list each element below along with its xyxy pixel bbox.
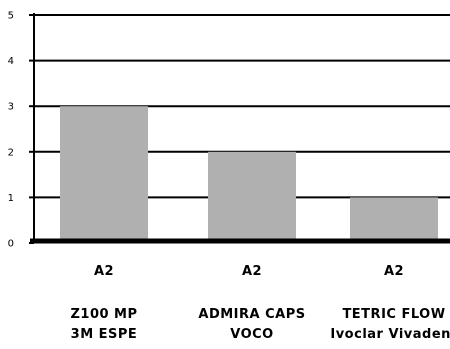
y-tick-label: 1	[8, 193, 14, 204]
y-tick-labels: 0 1 2 3 4 5	[8, 11, 34, 250]
category-maker-label: Ivoclar Vivadent	[330, 327, 450, 342]
category-shade-label: A2	[242, 264, 262, 279]
category-labels: A2 Z100 MP 3M ESPE A2 ADMIRA CAPS VOCO A2 TETRI…	[70, 264, 450, 342]
bar	[350, 197, 438, 243]
y-tick-label: 4	[8, 56, 14, 67]
y-tick-label: 5	[8, 11, 14, 22]
category-product-label: ADMIRA CAPS	[198, 307, 305, 322]
category-shade-label: A2	[94, 264, 114, 279]
category-product-label: Z100 MP	[70, 307, 137, 322]
category-product-label: TETRIC FLOW	[342, 307, 445, 322]
y-tick-label: 0	[8, 239, 14, 250]
category-maker-label: 3M ESPE	[71, 327, 138, 342]
bar	[60, 106, 148, 243]
y-tick-label: 3	[8, 102, 14, 113]
bar	[208, 151, 296, 243]
bars	[60, 106, 438, 243]
category-shade-label: A2	[384, 264, 404, 279]
y-tick-label: 2	[8, 147, 14, 158]
category-maker-label: VOCO	[230, 327, 273, 342]
